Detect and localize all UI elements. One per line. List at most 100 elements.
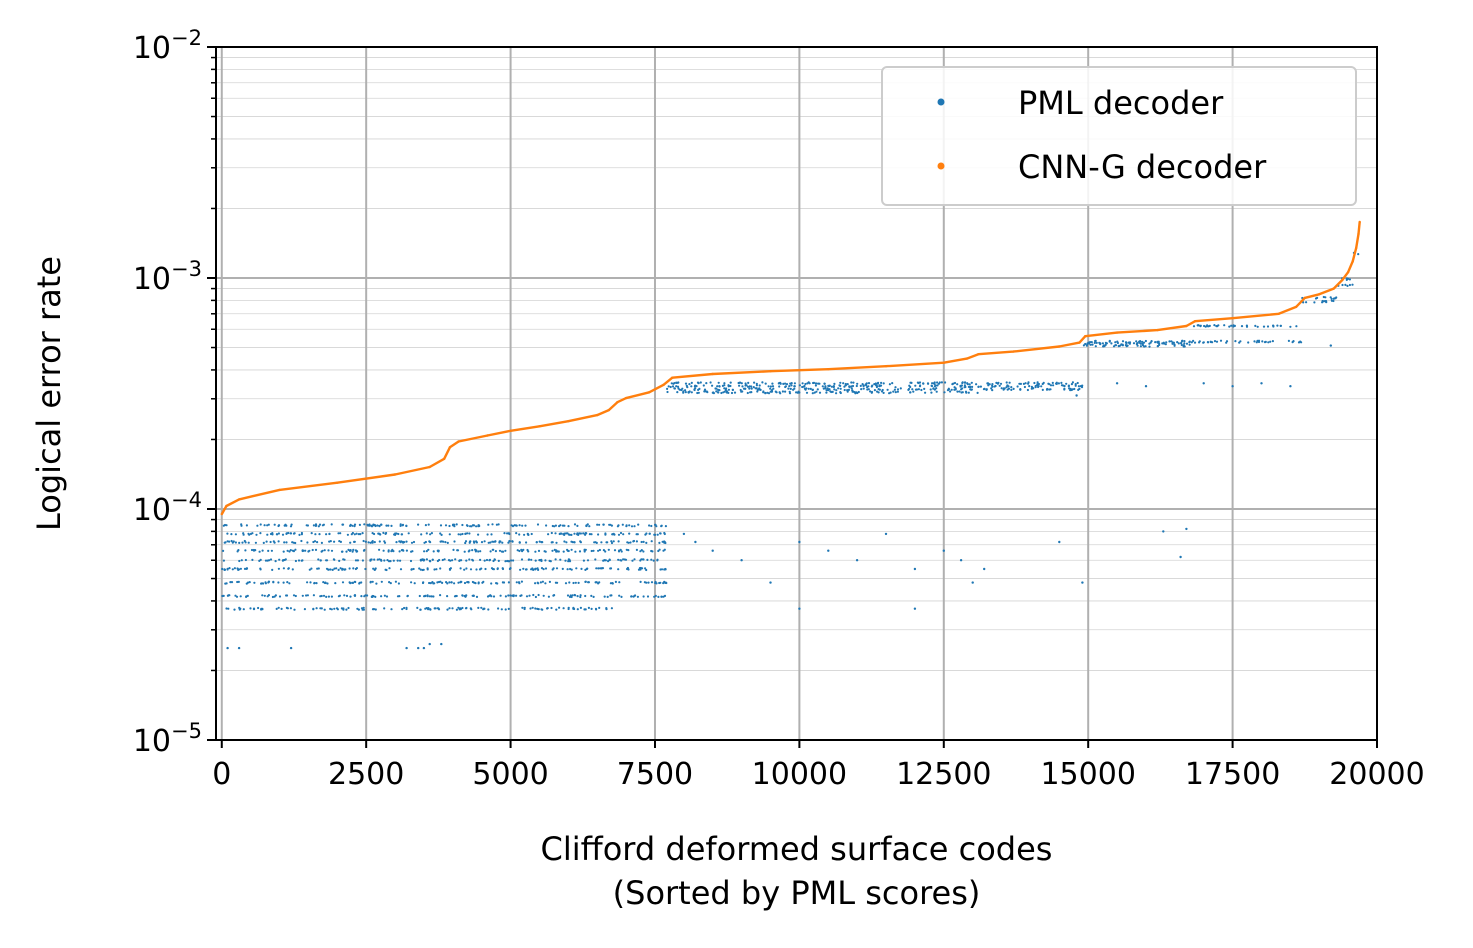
pml-point bbox=[337, 532, 340, 535]
pml-point bbox=[488, 558, 492, 562]
pml-point bbox=[687, 391, 690, 394]
pml-point bbox=[542, 568, 545, 571]
pml-point bbox=[598, 548, 602, 552]
pml-point bbox=[867, 385, 870, 388]
pml-point bbox=[300, 539, 303, 543]
pml-point bbox=[418, 594, 421, 598]
pml-point bbox=[882, 382, 885, 385]
pml-point bbox=[340, 550, 344, 553]
pml-point bbox=[1299, 340, 1302, 343]
pml-point bbox=[959, 559, 963, 562]
pml-point bbox=[362, 608, 365, 611]
pml-point bbox=[224, 582, 227, 585]
series-cnn-g-points bbox=[220, 220, 1361, 516]
pml-point bbox=[779, 392, 782, 395]
pml-point bbox=[947, 387, 950, 390]
pml-point bbox=[566, 594, 570, 597]
pml-point bbox=[880, 390, 884, 393]
x-tick-label: 12500 bbox=[896, 757, 991, 792]
pml-point bbox=[497, 559, 500, 563]
pml-point bbox=[1089, 343, 1092, 346]
pml-point bbox=[653, 595, 656, 598]
pml-point bbox=[911, 388, 914, 391]
pml-point bbox=[583, 550, 586, 553]
pml-point bbox=[423, 541, 426, 544]
pml-point bbox=[349, 595, 352, 598]
pml-point bbox=[770, 390, 774, 393]
pml-point bbox=[534, 550, 537, 553]
pml-point bbox=[553, 594, 556, 597]
pml-point bbox=[702, 384, 705, 387]
x-tick-label: 10000 bbox=[752, 757, 847, 792]
pml-point bbox=[568, 560, 572, 563]
pml-point bbox=[526, 548, 529, 552]
pml-point bbox=[696, 391, 699, 395]
pml-point bbox=[321, 549, 324, 552]
pml-point bbox=[1329, 344, 1333, 347]
pml-point bbox=[439, 532, 442, 535]
pml-point bbox=[330, 595, 333, 598]
pml-point bbox=[428, 559, 431, 562]
pml-point bbox=[718, 385, 721, 388]
pml-point bbox=[275, 607, 278, 611]
pml-point bbox=[653, 533, 656, 536]
pml-point bbox=[511, 540, 514, 543]
pml-point bbox=[354, 559, 358, 562]
pml-point bbox=[511, 559, 515, 562]
pml-point bbox=[446, 608, 449, 611]
pml-point bbox=[403, 606, 406, 610]
pml-point bbox=[426, 568, 429, 571]
pml-point bbox=[456, 549, 459, 552]
pml-point bbox=[628, 532, 631, 535]
pml-point bbox=[682, 532, 686, 536]
pml-point bbox=[362, 606, 365, 609]
pml-point bbox=[329, 540, 332, 543]
pml-point bbox=[1102, 344, 1105, 347]
pml-point bbox=[320, 594, 323, 598]
pml-point bbox=[353, 533, 356, 536]
pml-point bbox=[803, 384, 806, 388]
pml-point bbox=[1228, 325, 1231, 328]
cnn-g-point bbox=[448, 446, 452, 449]
pml-point bbox=[603, 559, 606, 562]
pml-point bbox=[362, 539, 365, 543]
pml-point bbox=[238, 606, 241, 610]
pml-point bbox=[464, 532, 467, 536]
pml-point bbox=[489, 594, 492, 597]
pml-point bbox=[594, 558, 597, 561]
pml-point bbox=[294, 559, 297, 563]
pml-point bbox=[657, 595, 660, 599]
pml-point bbox=[374, 524, 377, 528]
pml-point bbox=[731, 388, 734, 391]
pml-point bbox=[561, 524, 565, 527]
x-tick-label: 5000 bbox=[472, 757, 548, 792]
pml-point bbox=[856, 382, 859, 385]
pml-point bbox=[224, 541, 227, 544]
pml-point bbox=[428, 642, 431, 646]
pml-point bbox=[1247, 341, 1250, 344]
pml-point bbox=[277, 524, 281, 527]
pml-point bbox=[1077, 388, 1080, 391]
pml-point bbox=[967, 391, 970, 394]
pml-point bbox=[1065, 382, 1068, 385]
pml-point bbox=[507, 607, 510, 611]
pml-point bbox=[650, 540, 653, 543]
pml-point bbox=[1060, 381, 1063, 384]
pml-point bbox=[507, 581, 510, 584]
pml-point bbox=[389, 582, 392, 585]
pml-point bbox=[501, 541, 504, 544]
pml-point bbox=[690, 385, 693, 388]
pml-point bbox=[413, 582, 416, 585]
pml-point bbox=[500, 608, 503, 611]
pml-point bbox=[660, 595, 663, 598]
pml-point bbox=[283, 541, 286, 544]
pml-point bbox=[392, 559, 395, 562]
pml-point bbox=[323, 608, 326, 611]
pml-point bbox=[518, 541, 521, 544]
pml-point bbox=[534, 582, 537, 585]
pml-point bbox=[1183, 342, 1186, 345]
pml-point bbox=[585, 567, 588, 571]
pml-point bbox=[378, 548, 381, 551]
pml-point bbox=[552, 567, 555, 570]
pml-point bbox=[1272, 325, 1275, 328]
